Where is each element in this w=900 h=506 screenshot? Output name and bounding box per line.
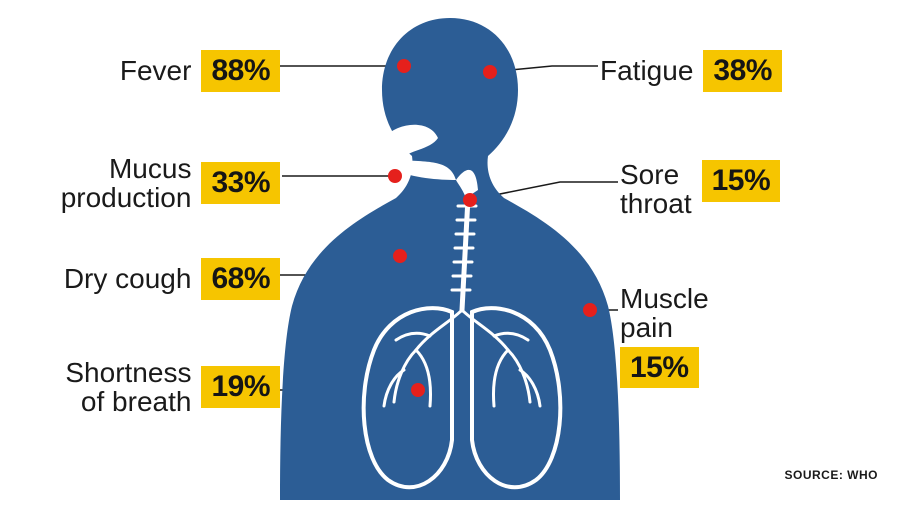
label-text: Fever: [120, 56, 192, 85]
label-fatigue: Fatigue 38%: [600, 50, 782, 92]
marker-dot-breath: [411, 383, 425, 397]
pct-badge: 19%: [201, 366, 280, 408]
label-muscle: Musclepain 15%: [620, 284, 709, 385]
label-text: Dry cough: [64, 264, 192, 293]
infographic-stage: Fever 88% Mucusproduction 33% Dry cough …: [0, 0, 900, 506]
marker-dot-muscle: [583, 303, 597, 317]
pct-badge: 88%: [201, 50, 280, 92]
marker-dot-fatigue: [483, 65, 497, 79]
human-body-icon: [280, 10, 620, 500]
pct-badge: 33%: [201, 162, 280, 204]
label-dry-cough: Dry cough 68%: [58, 258, 280, 300]
marker-dot-throat: [463, 193, 477, 207]
label-text: Sorethroat: [620, 160, 692, 219]
pct-badge: 68%: [201, 258, 280, 300]
label-text: Musclepain: [620, 284, 709, 343]
label-fever: Fever 88%: [60, 50, 280, 92]
label-breath: Shortnessof breath 19%: [40, 358, 280, 417]
label-text: Shortnessof breath: [65, 358, 191, 417]
label-text: Fatigue: [600, 56, 693, 85]
marker-dot-fever: [397, 59, 411, 73]
pct-badge: 38%: [703, 50, 782, 92]
label-text: Mucusproduction: [61, 154, 192, 213]
pct-badge: 15%: [702, 160, 781, 202]
pct-badge: 15%: [620, 347, 699, 388]
label-mucus: Mucusproduction 33%: [60, 154, 280, 213]
label-throat: Sorethroat 15%: [620, 160, 780, 219]
marker-dot-mucus: [388, 169, 402, 183]
source-attribution: SOURCE: WHO: [785, 468, 879, 482]
marker-dot-dry_cough: [393, 249, 407, 263]
